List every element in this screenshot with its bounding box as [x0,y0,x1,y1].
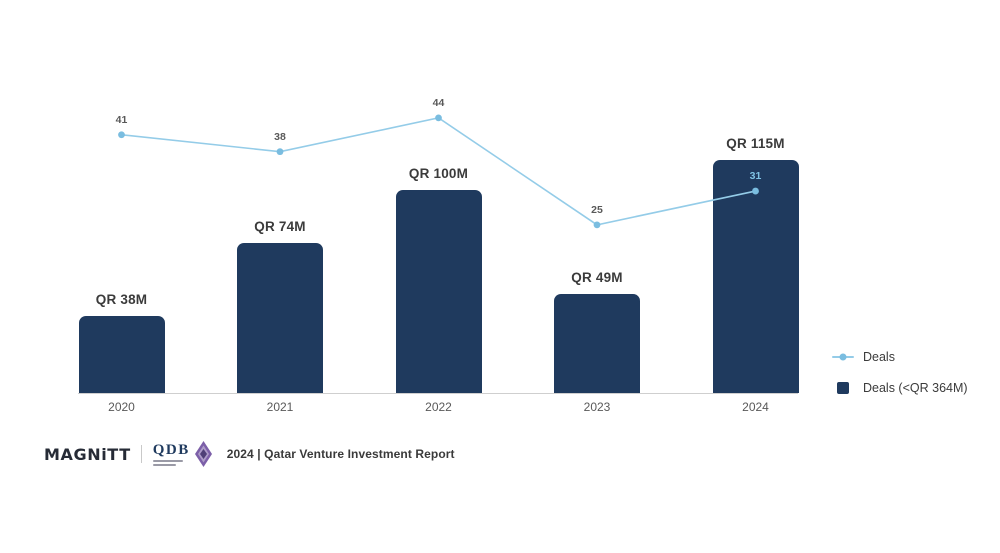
bar-value-label-2020: QR 38M [95,291,148,307]
x-tick-2022: 2022 [425,400,452,414]
deals-point-2021 [276,148,284,156]
logo-divider [140,445,142,463]
legend-item-deals: Deals [832,349,968,365]
legend-item-deal-value: Deals (<QR 364M) [832,380,968,396]
bar-2020 [78,315,165,393]
bar-2021 [237,242,323,393]
qdb-tagline-line2 [152,463,176,466]
magnitt-logo: MAGNiTT [44,444,131,464]
deals-point-2022 [435,114,442,122]
deals-point-2020 [118,131,125,139]
legend-label-deal-value: Deals (<QR 364M) [863,381,968,395]
deals-point-label-2024: 31 [749,170,762,183]
bar-value-label-2023: QR 49M [571,269,623,285]
report-caption: 2024 | Qatar Venture Investment Report [226,447,455,461]
deals-point-2023 [593,221,601,229]
deals-point-label-2020: 41 [115,113,128,126]
legend-label-deals: Deals [863,350,895,364]
x-tick-2020: 2020 [108,400,135,414]
qdb-emblem-icon [194,441,212,467]
deals-point-label-2022: 44 [432,96,445,109]
bar-2022 [395,190,482,393]
x-tick-2024: 2024 [742,400,769,414]
qdb-tagline-line1 [152,459,183,462]
x-tick-2021: 2021 [266,400,294,414]
line-series-marker-icon [832,353,854,361]
qdb-logo: QDB [152,441,213,467]
deals-point-label-2021: 38 [274,130,286,143]
deals-point-label-2023: 25 [591,203,603,216]
bar-2023 [554,293,640,393]
x-tick-2023: 2023 [583,400,611,414]
x-axis-line [78,393,798,394]
bar-value-label-2022: QR 100M [408,166,469,182]
footer: MAGNiTT QDB 2024 | Qatar Venture Investm… [44,441,455,467]
bar-value-label-2024: QR 115M [726,135,785,151]
chart-legend: Deals Deals (<QR 364M) [832,349,968,411]
bar-series-swatch-icon [837,382,849,394]
qdb-wordmark: QDB [152,441,190,458]
bar-value-label-2021: QR 74M [254,218,306,234]
bar-2024 [712,159,799,393]
